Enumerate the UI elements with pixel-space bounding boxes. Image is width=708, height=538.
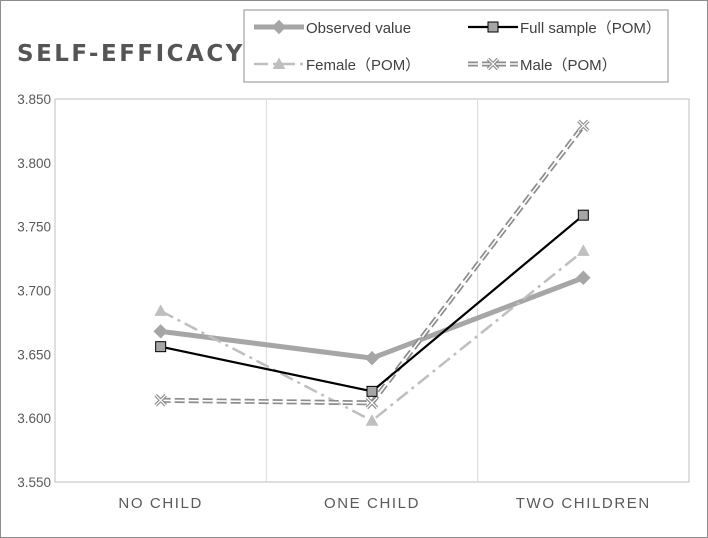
legend-label: Female（POM） (306, 57, 420, 74)
series-line (160, 249, 585, 423)
data-point (154, 394, 167, 407)
plot-area: 3.550 3.600 3.650 3.700 3.750 3.800 3.850 NO CH… (17, 92, 690, 512)
legend-swatch-marker (272, 57, 286, 69)
chart-title: SELF-EFFICACY (17, 41, 245, 67)
y-tick-label: 3.700 (17, 284, 51, 299)
legend-item: Observed value (254, 19, 411, 37)
series-3 (154, 119, 590, 410)
series-1 (155, 209, 589, 397)
data-point (153, 324, 168, 339)
plot-border (54, 98, 690, 483)
legend-item: Male（POM） (468, 57, 617, 74)
data-point (366, 385, 378, 397)
series-line (160, 275, 585, 361)
series-2 (154, 244, 590, 426)
legend-label: Full sample（POM） (520, 20, 661, 37)
legend-label: Observed value (306, 20, 411, 37)
data-point (365, 396, 379, 410)
legend-swatch-marker (487, 21, 499, 33)
x-tick-label: NO CHILD (118, 495, 202, 512)
series-0 (153, 270, 591, 366)
legend-swatch-marker (271, 19, 287, 35)
data-point (154, 304, 168, 316)
data-point (577, 209, 589, 221)
legend: Observed value Full sample（POM） Female（POM… (243, 9, 669, 83)
legend-swatch-marker (486, 57, 500, 71)
data-point (577, 119, 590, 133)
data-point (364, 350, 380, 366)
legend-item: Full sample（POM） (468, 20, 661, 37)
legend-item: Female（POM） (254, 57, 420, 74)
x-tick-label: ONE CHILD (324, 495, 420, 512)
y-tick-label: 3.850 (17, 92, 51, 107)
data-point (365, 414, 379, 426)
x-tick-label: TWO CHILDREN (516, 495, 651, 512)
y-tick-label: 3.650 (17, 347, 51, 362)
data-point (155, 341, 167, 353)
y-tick-label: 3.750 (17, 220, 51, 235)
y-tick-label: 3.550 (17, 475, 51, 490)
legend-label: Male（POM） (520, 57, 617, 74)
legend-box (243, 9, 669, 83)
y-tick-label: 3.800 (17, 156, 51, 171)
data-point (576, 270, 591, 285)
y-tick-label: 3.600 (17, 411, 51, 426)
data-point (576, 244, 590, 256)
